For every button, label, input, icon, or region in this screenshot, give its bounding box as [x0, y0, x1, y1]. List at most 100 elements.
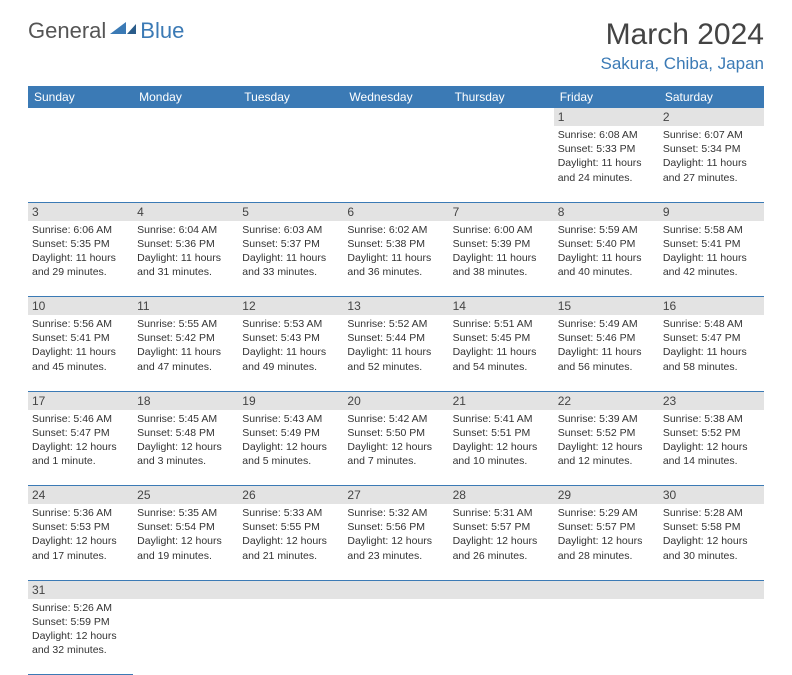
day-number: 8 [554, 202, 659, 221]
day-header: Friday [554, 86, 659, 108]
day-cell [659, 599, 764, 675]
day-cell: Sunrise: 6:02 AMSunset: 5:38 PMDaylight:… [343, 221, 448, 297]
day-cell [449, 126, 554, 202]
day-cell: Sunrise: 5:38 AMSunset: 5:52 PMDaylight:… [659, 410, 764, 486]
day-cell: Sunrise: 6:04 AMSunset: 5:36 PMDaylight:… [133, 221, 238, 297]
day-info: Sunrise: 5:41 AMSunset: 5:51 PMDaylight:… [453, 412, 550, 469]
info-row: Sunrise: 5:36 AMSunset: 5:53 PMDaylight:… [28, 504, 764, 580]
day-info: Sunrise: 5:33 AMSunset: 5:55 PMDaylight:… [242, 506, 339, 563]
calendar-table: SundayMondayTuesdayWednesdayThursdayFrid… [28, 86, 764, 675]
day-number [238, 580, 343, 599]
logo: General Blue [28, 18, 184, 44]
day-info: Sunrise: 6:06 AMSunset: 5:35 PMDaylight:… [32, 223, 129, 280]
day-info: Sunrise: 5:31 AMSunset: 5:57 PMDaylight:… [453, 506, 550, 563]
day-number: 16 [659, 297, 764, 316]
day-cell: Sunrise: 6:08 AMSunset: 5:33 PMDaylight:… [554, 126, 659, 202]
day-info: Sunrise: 6:02 AMSunset: 5:38 PMDaylight:… [347, 223, 444, 280]
info-row: Sunrise: 5:46 AMSunset: 5:47 PMDaylight:… [28, 410, 764, 486]
day-number: 6 [343, 202, 448, 221]
day-number [133, 580, 238, 599]
day-cell: Sunrise: 5:33 AMSunset: 5:55 PMDaylight:… [238, 504, 343, 580]
day-info: Sunrise: 5:43 AMSunset: 5:49 PMDaylight:… [242, 412, 339, 469]
info-row: Sunrise: 5:26 AMSunset: 5:59 PMDaylight:… [28, 599, 764, 675]
day-cell: Sunrise: 5:35 AMSunset: 5:54 PMDaylight:… [133, 504, 238, 580]
day-number: 1 [554, 108, 659, 126]
day-number: 18 [133, 391, 238, 410]
daynum-row: 3456789 [28, 202, 764, 221]
logo-text-blue: Blue [140, 18, 184, 44]
location: Sakura, Chiba, Japan [601, 54, 765, 74]
day-number: 12 [238, 297, 343, 316]
day-cell: Sunrise: 5:29 AMSunset: 5:57 PMDaylight:… [554, 504, 659, 580]
day-number: 30 [659, 486, 764, 505]
day-cell [28, 126, 133, 202]
day-header: Sunday [28, 86, 133, 108]
day-info: Sunrise: 6:04 AMSunset: 5:36 PMDaylight:… [137, 223, 234, 280]
day-info: Sunrise: 5:39 AMSunset: 5:52 PMDaylight:… [558, 412, 655, 469]
day-number: 13 [343, 297, 448, 316]
daynum-row: 12 [28, 108, 764, 126]
day-header-row: SundayMondayTuesdayWednesdayThursdayFrid… [28, 86, 764, 108]
daynum-row: 17181920212223 [28, 391, 764, 410]
day-number [343, 580, 448, 599]
day-number [238, 108, 343, 126]
day-info: Sunrise: 5:38 AMSunset: 5:52 PMDaylight:… [663, 412, 760, 469]
day-info: Sunrise: 5:46 AMSunset: 5:47 PMDaylight:… [32, 412, 129, 469]
day-number [659, 580, 764, 599]
day-info: Sunrise: 5:35 AMSunset: 5:54 PMDaylight:… [137, 506, 234, 563]
flag-icon [110, 20, 136, 43]
day-cell: Sunrise: 5:46 AMSunset: 5:47 PMDaylight:… [28, 410, 133, 486]
day-cell: Sunrise: 5:43 AMSunset: 5:49 PMDaylight:… [238, 410, 343, 486]
day-number: 28 [449, 486, 554, 505]
info-row: Sunrise: 6:08 AMSunset: 5:33 PMDaylight:… [28, 126, 764, 202]
day-cell: Sunrise: 5:55 AMSunset: 5:42 PMDaylight:… [133, 315, 238, 391]
day-info: Sunrise: 5:28 AMSunset: 5:58 PMDaylight:… [663, 506, 760, 563]
day-header: Thursday [449, 86, 554, 108]
day-cell: Sunrise: 5:45 AMSunset: 5:48 PMDaylight:… [133, 410, 238, 486]
info-row: Sunrise: 6:06 AMSunset: 5:35 PMDaylight:… [28, 221, 764, 297]
day-info: Sunrise: 5:48 AMSunset: 5:47 PMDaylight:… [663, 317, 760, 374]
day-cell: Sunrise: 6:07 AMSunset: 5:34 PMDaylight:… [659, 126, 764, 202]
day-info: Sunrise: 6:07 AMSunset: 5:34 PMDaylight:… [663, 128, 760, 185]
day-info: Sunrise: 5:26 AMSunset: 5:59 PMDaylight:… [32, 601, 129, 658]
day-cell: Sunrise: 6:00 AMSunset: 5:39 PMDaylight:… [449, 221, 554, 297]
daynum-row: 10111213141516 [28, 297, 764, 316]
day-number: 17 [28, 391, 133, 410]
day-info: Sunrise: 6:08 AMSunset: 5:33 PMDaylight:… [558, 128, 655, 185]
day-info: Sunrise: 5:29 AMSunset: 5:57 PMDaylight:… [558, 506, 655, 563]
day-number: 10 [28, 297, 133, 316]
day-cell: Sunrise: 5:28 AMSunset: 5:58 PMDaylight:… [659, 504, 764, 580]
day-info: Sunrise: 5:55 AMSunset: 5:42 PMDaylight:… [137, 317, 234, 374]
day-cell: Sunrise: 5:49 AMSunset: 5:46 PMDaylight:… [554, 315, 659, 391]
title-block: March 2024 Sakura, Chiba, Japan [601, 18, 765, 74]
day-cell [449, 599, 554, 675]
day-number [133, 108, 238, 126]
day-number: 14 [449, 297, 554, 316]
day-info: Sunrise: 6:03 AMSunset: 5:37 PMDaylight:… [242, 223, 339, 280]
day-cell: Sunrise: 5:26 AMSunset: 5:59 PMDaylight:… [28, 599, 133, 675]
day-info: Sunrise: 6:00 AMSunset: 5:39 PMDaylight:… [453, 223, 550, 280]
day-number: 9 [659, 202, 764, 221]
day-header: Tuesday [238, 86, 343, 108]
day-cell: Sunrise: 5:31 AMSunset: 5:57 PMDaylight:… [449, 504, 554, 580]
day-info: Sunrise: 5:58 AMSunset: 5:41 PMDaylight:… [663, 223, 760, 280]
day-number: 21 [449, 391, 554, 410]
day-info: Sunrise: 5:36 AMSunset: 5:53 PMDaylight:… [32, 506, 129, 563]
day-number: 5 [238, 202, 343, 221]
logo-text-general: General [28, 18, 106, 44]
daynum-row: 31 [28, 580, 764, 599]
day-cell: Sunrise: 5:41 AMSunset: 5:51 PMDaylight:… [449, 410, 554, 486]
day-info: Sunrise: 5:45 AMSunset: 5:48 PMDaylight:… [137, 412, 234, 469]
day-number: 4 [133, 202, 238, 221]
day-cell: Sunrise: 5:58 AMSunset: 5:41 PMDaylight:… [659, 221, 764, 297]
daynum-row: 24252627282930 [28, 486, 764, 505]
day-cell: Sunrise: 5:48 AMSunset: 5:47 PMDaylight:… [659, 315, 764, 391]
day-cell: Sunrise: 5:32 AMSunset: 5:56 PMDaylight:… [343, 504, 448, 580]
day-cell: Sunrise: 6:06 AMSunset: 5:35 PMDaylight:… [28, 221, 133, 297]
day-info: Sunrise: 5:51 AMSunset: 5:45 PMDaylight:… [453, 317, 550, 374]
day-info: Sunrise: 5:52 AMSunset: 5:44 PMDaylight:… [347, 317, 444, 374]
day-cell: Sunrise: 5:56 AMSunset: 5:41 PMDaylight:… [28, 315, 133, 391]
day-number [449, 580, 554, 599]
day-info: Sunrise: 5:42 AMSunset: 5:50 PMDaylight:… [347, 412, 444, 469]
day-number: 3 [28, 202, 133, 221]
